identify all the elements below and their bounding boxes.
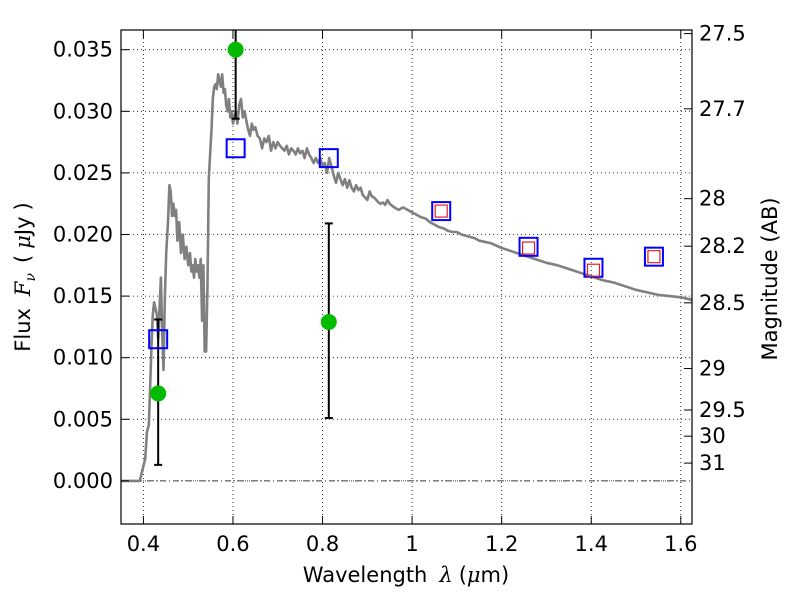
blue-square-marker (518, 236, 539, 257)
y-tick-label: 0.010 (53, 346, 113, 370)
x-axis-symbol: λ (438, 563, 452, 587)
red-square-marker (521, 241, 536, 255)
red-square-marker (434, 204, 448, 218)
mag-tick-label: 29 (699, 357, 726, 381)
y-axis-unit-open: ( (11, 255, 35, 263)
y-axis-unit-rest: Jy (11, 216, 35, 237)
sed-model-layer (121, 73, 693, 483)
mag-tick-label: 28.5 (699, 291, 746, 315)
mag-tick-label: 29.5 (699, 398, 746, 422)
mag-tick-label: 30 (699, 424, 726, 448)
x-tick-label: 1 (405, 532, 418, 556)
x-tick-label: 0.8 (306, 532, 339, 556)
mag-tick-label: 27.5 (699, 22, 746, 46)
y-tick-label: 0.030 (53, 99, 113, 123)
mag-tick-label: 31 (699, 451, 726, 475)
right-axis-label: Magnitude (AB) (758, 197, 782, 360)
green-data-point (227, 41, 244, 58)
y-axis-unit-close: ) (11, 202, 35, 210)
red-square-marker (586, 263, 601, 277)
y-axis-symbol: F (11, 280, 35, 297)
plot-frame (120, 29, 693, 525)
marker-layer (148, 41, 664, 402)
blue-square-marker (148, 329, 169, 350)
mag-tick-label: 28.2 (699, 234, 746, 258)
blue-square-marker (318, 148, 339, 169)
y-tick-label: 0.035 (53, 38, 113, 62)
y-tick-label: 0.015 (53, 284, 113, 308)
red-square-marker (647, 250, 661, 264)
green-data-point (150, 385, 167, 402)
x-tick-label: 0.6 (216, 532, 249, 556)
y-axis-subscript: ν (23, 272, 39, 281)
x-axis-unit-rest: m) (481, 563, 510, 587)
x-tick-label: 1.6 (664, 532, 697, 556)
y-axis-label-text: Flux (11, 308, 35, 352)
x-tick-label: 1.2 (485, 532, 518, 556)
x-axis-label-text: Wavelength (303, 563, 428, 587)
y-axis-label: Flux Fν ( μJy) (11, 202, 39, 351)
x-tick-label: 1.4 (575, 532, 608, 556)
tick-layer (121, 30, 692, 524)
y-axis-unit-mu: μ (11, 235, 35, 249)
x-axis-label: Wavelength λ (μm) (303, 563, 509, 587)
tick-label-layer: 0.4 0.6 0.8 1 1.2 1.4 1.6 0.000 0.005 0.010 0.015 0… (53, 22, 746, 556)
blue-square-marker (431, 201, 452, 222)
mag-tick-label: 28 (699, 187, 726, 211)
x-tick-label: 0.4 (127, 532, 160, 556)
mag-tick-label: 27.7 (699, 97, 746, 121)
x-axis-unit-open: ( (459, 563, 467, 587)
y-tick-label: 0.000 (53, 469, 113, 493)
blue-square-marker (643, 246, 664, 267)
x-axis-unit-mu: μ (467, 563, 481, 587)
green-data-point (320, 313, 337, 330)
y-tick-label: 0.005 (53, 407, 113, 431)
sed-model-curve (121, 73, 693, 483)
y-tick-label: 0.025 (53, 161, 113, 185)
y-tick-label: 0.020 (53, 222, 113, 246)
blue-square-marker (225, 138, 246, 159)
